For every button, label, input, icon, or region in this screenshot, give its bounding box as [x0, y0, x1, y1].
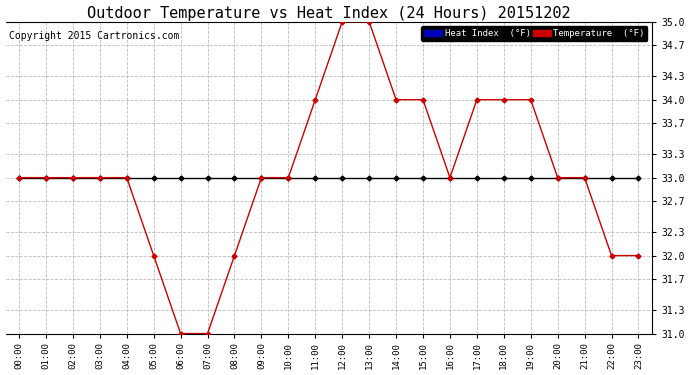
Legend: Heat Index  (°F), Temperature  (°F): Heat Index (°F), Temperature (°F): [422, 26, 647, 40]
Title: Outdoor Temperature vs Heat Index (24 Hours) 20151202: Outdoor Temperature vs Heat Index (24 Ho…: [87, 6, 571, 21]
Text: Copyright 2015 Cartronics.com: Copyright 2015 Cartronics.com: [9, 31, 179, 41]
